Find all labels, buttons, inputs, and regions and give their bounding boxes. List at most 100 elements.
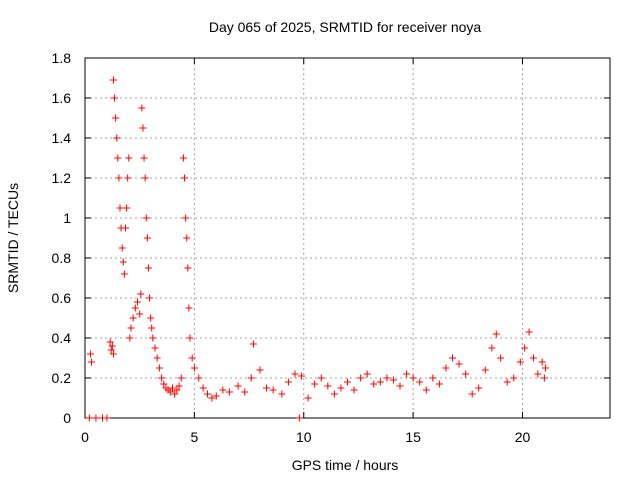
data-point: [241, 388, 249, 396]
data-point: [516, 358, 524, 366]
data-point: [86, 350, 94, 358]
x-tick-label: 10: [296, 429, 312, 445]
x-tick-label: 0: [81, 429, 89, 445]
data-point: [109, 350, 117, 358]
data-point: [475, 384, 483, 392]
data-point: [184, 264, 192, 272]
data-point: [278, 390, 286, 398]
data-point: [113, 134, 121, 142]
data-point: [263, 384, 271, 392]
data-point: [131, 304, 139, 312]
data-point: [103, 414, 111, 422]
data-point: [138, 104, 146, 112]
data-point: [317, 374, 325, 382]
data-point: [330, 390, 338, 398]
data-point: [538, 358, 546, 366]
data-point: [188, 354, 196, 362]
data-point: [143, 234, 151, 242]
data-point: [442, 364, 450, 372]
y-tick-label: 0.2: [52, 370, 72, 386]
data-point: [449, 354, 456, 362]
data-point: [92, 414, 100, 422]
data-point: [118, 244, 126, 252]
data-point: [304, 394, 312, 402]
data-point: [151, 344, 159, 352]
data-point: [521, 344, 529, 352]
y-axis-label: SRMTID / TECUs: [5, 183, 21, 293]
data-point: [108, 342, 116, 350]
data-point: [166, 388, 174, 396]
data-point: [416, 378, 424, 386]
data-point: [147, 314, 155, 322]
data-point: [158, 374, 166, 382]
data-point: [383, 374, 391, 382]
data-point: [510, 374, 518, 382]
data-point: [503, 378, 511, 386]
data-point: [153, 354, 161, 362]
data-point: [370, 380, 378, 388]
data-point: [182, 214, 190, 222]
data-point: [126, 334, 134, 342]
data-point: [337, 384, 345, 392]
data-point: [204, 390, 211, 398]
data-point: [155, 364, 163, 372]
data-point: [136, 310, 144, 318]
data-point: [171, 390, 179, 398]
data-point: [186, 334, 194, 342]
y-tick-label: 0.4: [52, 330, 72, 346]
data-point: [111, 94, 119, 102]
data-point: [541, 364, 549, 372]
data-point: [125, 154, 133, 162]
data-point: [422, 386, 430, 394]
data-point: [121, 224, 129, 232]
data-point: [350, 386, 358, 394]
data-point: [109, 76, 117, 84]
data-point: [134, 298, 141, 306]
data-point: [497, 354, 505, 362]
data-point: [376, 378, 384, 386]
data-point: [291, 370, 299, 378]
data-point: [396, 382, 404, 390]
y-tick-label: 1.8: [52, 50, 72, 66]
data-point: [468, 390, 476, 398]
data-point: [123, 204, 131, 212]
data-point: [247, 374, 255, 382]
x-tick-label: 5: [190, 429, 198, 445]
data-point: [85, 414, 93, 422]
data-point: [234, 382, 242, 390]
y-tick-label: 0.6: [52, 290, 72, 306]
data-point: [357, 374, 365, 382]
data-point: [295, 414, 303, 422]
data-point: [116, 204, 124, 212]
data-point: [175, 382, 183, 390]
data-point: [112, 114, 120, 122]
data-point: [525, 328, 533, 336]
data-point: [173, 386, 181, 394]
y-tick-label: 1.4: [52, 130, 72, 146]
data-point: [88, 358, 96, 366]
data-point: [106, 338, 114, 346]
data-point: [115, 174, 123, 182]
data-point: [529, 354, 537, 362]
data-point: [389, 376, 397, 384]
y-tick-label: 1: [63, 210, 71, 226]
data-point: [256, 366, 264, 374]
data-point: [190, 364, 198, 372]
data-point: [208, 394, 216, 402]
data-point: [298, 372, 306, 380]
data-point: [160, 380, 168, 388]
data-point: [284, 378, 292, 386]
data-point: [144, 264, 152, 272]
x-tick-label: 20: [515, 429, 531, 445]
data-point: [124, 174, 132, 182]
chart-title: Day 065 of 2025, SRMTID for receiver noy…: [209, 19, 482, 35]
data-point: [195, 374, 203, 382]
data-point: [146, 294, 154, 302]
y-tick-label: 0.8: [52, 250, 72, 266]
data-point: [435, 380, 443, 388]
data-point: [488, 344, 496, 352]
data-point: [492, 330, 500, 338]
x-axis-label: GPS time / hours: [292, 457, 399, 473]
data-point: [149, 334, 157, 342]
